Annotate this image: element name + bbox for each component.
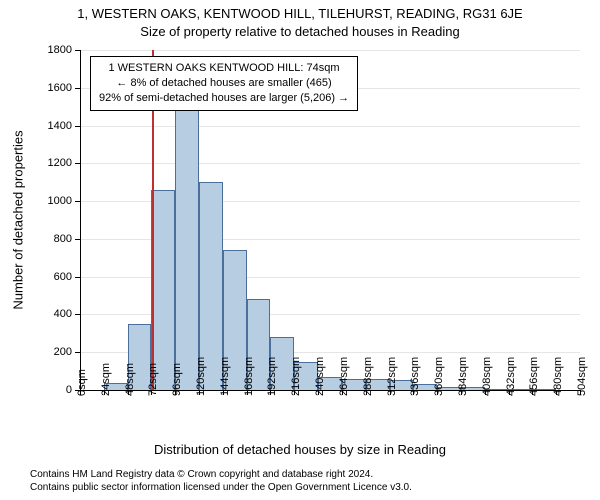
info-box: 1 WESTERN OAKS KENTWOOD HILL: 74sqm ← 8%…	[90, 56, 358, 111]
y-tick-label: 1400	[48, 120, 80, 132]
x-tick-label: 96sqm	[171, 363, 183, 396]
x-tick-label: 432sqm	[505, 357, 517, 396]
x-tick-label: 384sqm	[457, 357, 469, 396]
y-axis-line	[80, 50, 81, 390]
y-tick-label: 800	[54, 233, 80, 245]
footer-line-1: Contains HM Land Registry data © Crown c…	[30, 468, 412, 481]
x-tick-label: 72sqm	[147, 363, 159, 396]
x-tick-label: 48sqm	[124, 363, 136, 396]
x-tick-label: 144sqm	[219, 357, 231, 396]
grid-line	[80, 50, 580, 51]
x-tick-label: 192sqm	[266, 357, 278, 396]
chart-container: { "title_line1": "1, WESTERN OAKS, KENTW…	[0, 0, 600, 500]
y-tick-label: 1800	[48, 44, 80, 56]
footer-line-2: Contains public sector information licen…	[30, 481, 412, 494]
chart-title-line2: Size of property relative to detached ho…	[0, 24, 600, 39]
x-tick-label: 288sqm	[362, 357, 374, 396]
x-tick-label: 240sqm	[314, 357, 326, 396]
x-tick-label: 456sqm	[528, 357, 540, 396]
y-tick-label: 1600	[48, 82, 80, 94]
y-tick-label: 1200	[48, 157, 80, 169]
x-tick-label: 168sqm	[243, 357, 255, 396]
histogram-bar	[151, 190, 175, 390]
x-tick-label: 312sqm	[386, 357, 398, 396]
y-tick-label: 1000	[48, 195, 80, 207]
x-tick-label: 120sqm	[195, 357, 207, 396]
x-tick-label: 0sqm	[76, 369, 88, 396]
y-axis-label: Number of detached properties	[11, 130, 26, 309]
info-line-2: ← 8% of detached houses are smaller (465…	[99, 76, 349, 91]
info-line-3: 92% of semi-detached houses are larger (…	[99, 91, 349, 106]
x-tick-label: 264sqm	[338, 357, 350, 396]
x-tick-label: 24sqm	[100, 363, 112, 396]
x-tick-label: 504sqm	[576, 357, 588, 396]
y-tick-label: 600	[54, 271, 80, 283]
x-tick-label: 480sqm	[552, 357, 564, 396]
y-tick-label: 400	[54, 308, 80, 320]
histogram-bar	[175, 110, 199, 390]
x-tick-label: 408sqm	[481, 357, 493, 396]
footer: Contains HM Land Registry data © Crown c…	[30, 468, 412, 494]
x-tick-label: 216sqm	[290, 357, 302, 396]
chart-title-line1: 1, WESTERN OAKS, KENTWOOD HILL, TILEHURS…	[0, 6, 600, 21]
x-tick-label: 360sqm	[433, 357, 445, 396]
grid-line	[80, 126, 580, 127]
grid-line	[80, 163, 580, 164]
info-line-1: 1 WESTERN OAKS KENTWOOD HILL: 74sqm	[99, 61, 349, 76]
y-tick-label: 200	[54, 346, 80, 358]
x-axis-label: Distribution of detached houses by size …	[0, 442, 600, 457]
x-tick-label: 336sqm	[409, 357, 421, 396]
